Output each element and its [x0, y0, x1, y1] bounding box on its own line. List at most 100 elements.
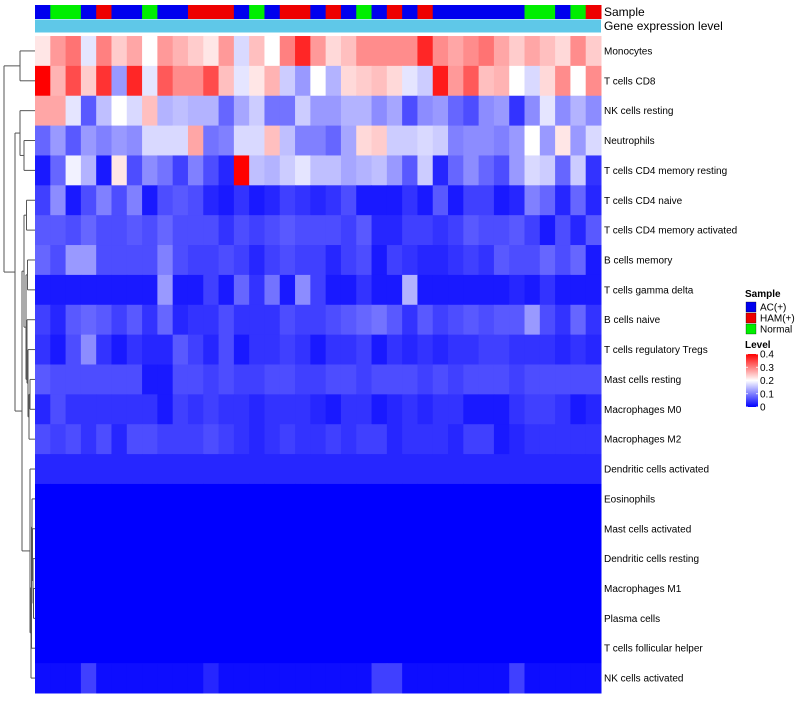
heatmap-cell	[448, 245, 464, 276]
heatmap-cell	[493, 483, 510, 515]
heatmap-cell	[80, 603, 97, 634]
heatmap-cell	[218, 454, 235, 485]
heatmap-cell	[295, 364, 311, 395]
row-label: NK cells resting	[604, 106, 673, 117]
heatmap-cell	[555, 95, 571, 127]
heatmap-cell	[157, 185, 174, 216]
heatmap-cell	[386, 573, 403, 604]
heatmap-cell	[509, 65, 526, 97]
heatmap-cell	[356, 603, 373, 634]
heatmap-cell	[264, 454, 281, 485]
heatmap-cell	[80, 513, 97, 545]
heatmap-cell	[249, 155, 265, 186]
heatmap-cell	[233, 603, 250, 634]
heatmap-cell	[493, 573, 510, 604]
heatmap-cell	[386, 95, 403, 127]
heatmap-cell	[126, 185, 143, 216]
row-label: T cells CD8	[604, 76, 656, 87]
heatmap-cell	[249, 334, 265, 365]
heatmap-cell	[524, 185, 541, 216]
heatmap-cell	[111, 95, 128, 127]
heatmap-cell	[555, 155, 571, 186]
heatmap-cell	[279, 603, 296, 634]
heatmap-cell	[50, 424, 67, 455]
heatmap-cell	[218, 65, 235, 97]
heatmap-cell	[585, 155, 602, 186]
heatmap-cell	[35, 454, 51, 485]
heatmap-cell	[264, 245, 281, 276]
heatmap-cell	[524, 36, 541, 67]
heatmap-cell	[402, 36, 418, 67]
heatmap-cell	[524, 215, 541, 246]
heatmap-cell	[172, 36, 189, 67]
heatmap-cell	[325, 573, 342, 604]
heatmap-cell	[65, 573, 82, 604]
heatmap-cell	[386, 633, 403, 664]
heatmap-cell	[295, 454, 311, 485]
heatmap-cell	[249, 36, 265, 67]
heatmap-cell	[524, 543, 541, 575]
heatmap-cell	[142, 274, 158, 306]
heatmap-cell	[310, 454, 327, 485]
heatmap-cell	[111, 633, 128, 664]
heatmap-cell	[432, 663, 449, 694]
heatmap-cell	[111, 215, 128, 246]
sample-annotation-cell	[325, 5, 342, 19]
heatmap-cell	[35, 274, 51, 306]
heatmap-cell	[80, 364, 97, 395]
legend-label: HAM(+)	[760, 314, 795, 325]
row-label: T cells regulatory Tregs	[604, 345, 708, 356]
heatmap-cell	[539, 603, 556, 634]
heatmap-cell	[172, 663, 189, 694]
heatmap-cell	[111, 573, 128, 604]
heatmap-cell	[310, 633, 327, 664]
heatmap-cell	[493, 633, 510, 664]
heatmap-cell	[96, 65, 112, 97]
heatmap-cell	[356, 633, 373, 664]
heatmap-cell	[555, 36, 571, 67]
heatmap-cell	[218, 304, 235, 336]
heatmap-cell	[187, 603, 204, 634]
sample-annotation-cell	[356, 5, 373, 19]
heatmap-cell	[524, 513, 541, 545]
heatmap-cell	[218, 125, 235, 156]
row-label: T cells CD4 memory resting	[604, 166, 727, 177]
heatmap-cell	[478, 95, 495, 127]
heatmap-cell	[187, 274, 204, 306]
heatmap-cell	[417, 274, 434, 306]
heatmap-cell	[233, 364, 250, 395]
row-label: Mast cells activated	[604, 524, 691, 535]
heatmap-cell	[570, 424, 587, 455]
heatmap-cell	[96, 633, 112, 664]
heatmap-cell	[187, 185, 204, 216]
heatmap-cell	[417, 513, 434, 545]
heatmap-cell	[325, 185, 342, 216]
heatmap-cell	[233, 65, 250, 97]
heatmap-cell	[279, 215, 296, 246]
heatmap-cell	[187, 513, 204, 545]
heatmap-cell	[585, 573, 602, 604]
row-label: Dendritic cells resting	[604, 554, 699, 565]
heatmap-cell	[203, 125, 220, 156]
heatmap-cell	[249, 573, 265, 604]
heatmap-cell	[386, 65, 403, 97]
heatmap-cell	[126, 334, 143, 365]
heatmap-cell	[570, 274, 587, 306]
heatmap-cell	[555, 364, 571, 395]
heatmap-cell	[142, 483, 158, 515]
heatmap-cell	[249, 513, 265, 545]
heatmap-cell	[80, 155, 97, 186]
heatmap-cell	[555, 334, 571, 365]
heatmap-cell	[539, 424, 556, 455]
heatmap-cell	[203, 364, 220, 395]
heatmap-cell	[493, 65, 510, 97]
heatmap-cell	[111, 65, 128, 97]
heatmap-cell	[142, 454, 158, 485]
heatmap-cell	[142, 334, 158, 365]
heatmap-cell	[325, 364, 342, 395]
heatmap-cell	[96, 215, 112, 246]
heatmap-cell	[279, 125, 296, 156]
heatmap-cell	[126, 513, 143, 545]
heatmap-cell	[218, 334, 235, 365]
heatmap-cell	[555, 245, 571, 276]
